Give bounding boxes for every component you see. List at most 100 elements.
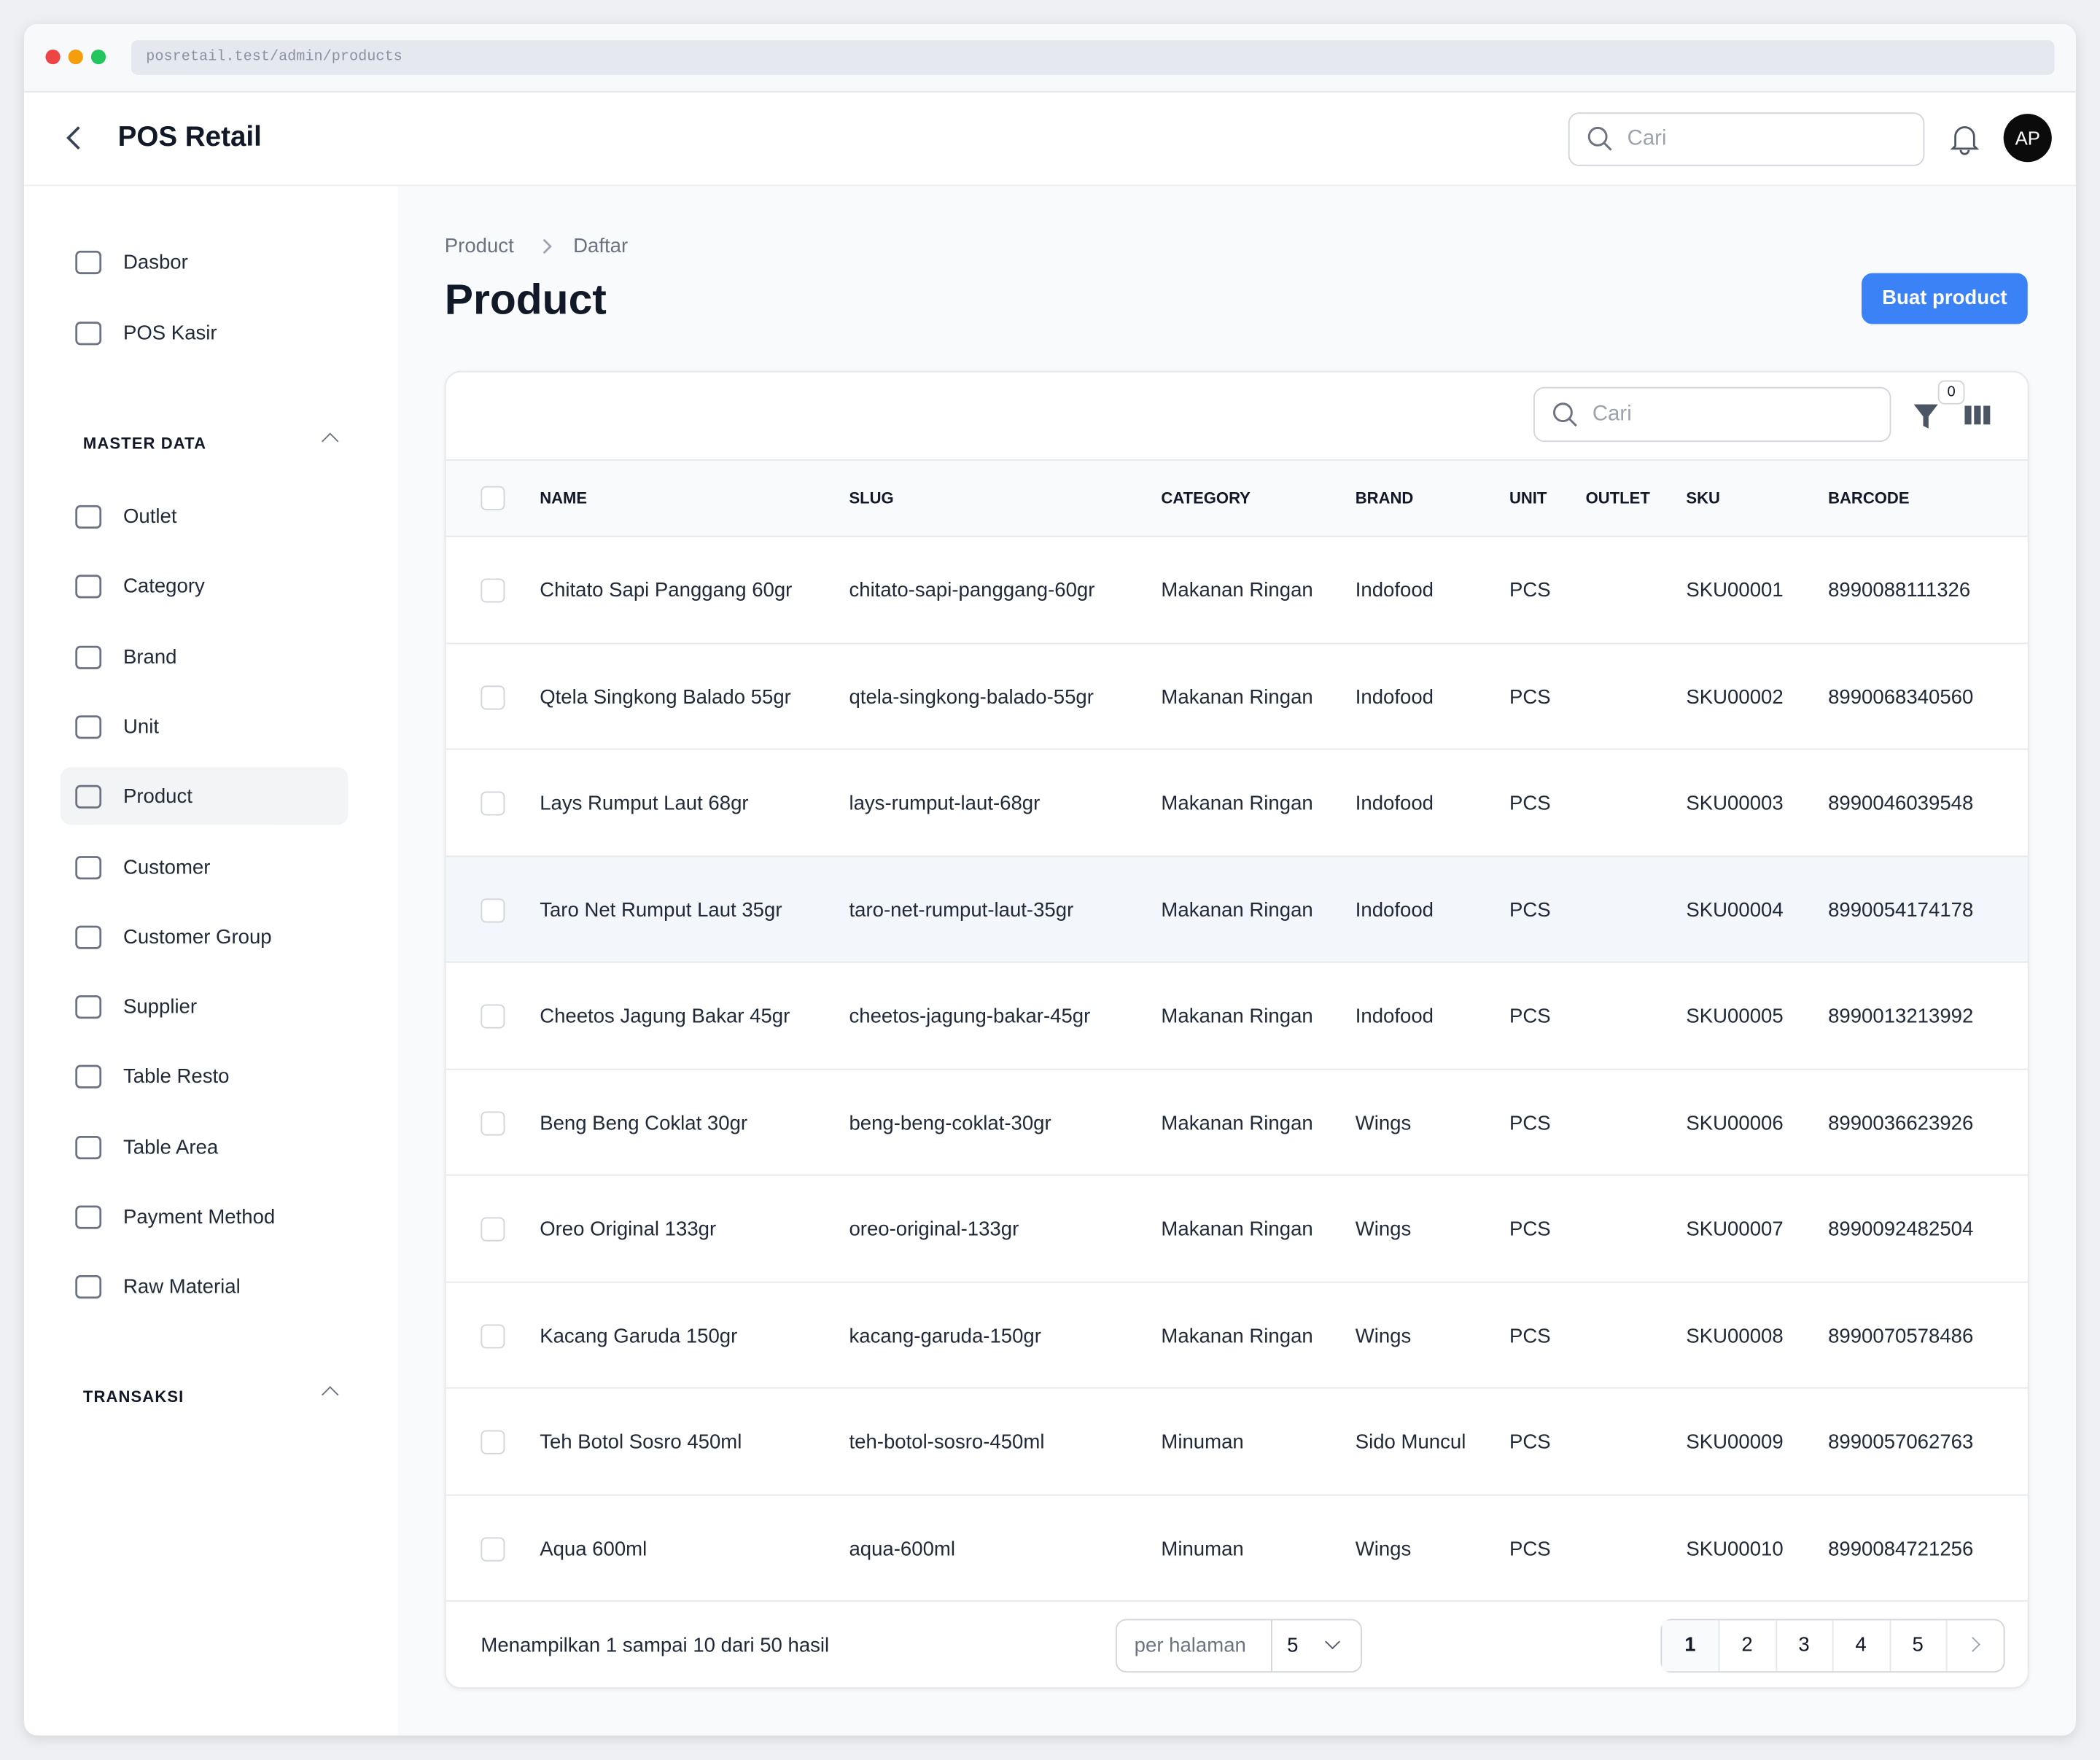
cell: aqua-600ml	[849, 1537, 955, 1560]
global-search[interactable]	[1568, 112, 1925, 166]
row-checkbox[interactable]	[481, 1110, 505, 1135]
page-button[interactable]: 5	[1890, 1620, 1948, 1672]
table-row[interactable]	[446, 1282, 2028, 1389]
column-header[interactable]: CATEGORY	[1161, 488, 1251, 508]
nav-item[interactable]: Outlet	[122, 505, 177, 529]
nav-item[interactable]: Dasbor	[122, 251, 188, 274]
cell: qtela-singkong-balado-55gr	[849, 685, 1094, 709]
cell: Beng Beng Coklat 30gr	[540, 1111, 748, 1134]
search-placeholder: Cari	[1627, 127, 1667, 150]
cell: 8990068340560	[1828, 685, 1974, 709]
cell: kacang-garuda-150gr	[849, 1324, 1041, 1347]
page-button[interactable]: 1	[1662, 1620, 1720, 1672]
header-checkbox[interactable]	[481, 486, 505, 510]
cell: SKU00003	[1686, 792, 1784, 815]
table-search[interactable]	[1533, 386, 1891, 443]
row-checkbox[interactable]	[481, 1536, 505, 1561]
column-header[interactable]: OUTLET	[1585, 488, 1650, 508]
cell: Makanan Ringan	[1161, 685, 1313, 709]
cell: SKU00010	[1686, 1537, 1784, 1560]
cell: Makanan Ringan	[1161, 898, 1313, 922]
table-row[interactable]	[446, 643, 2028, 750]
per-page-value: 5	[1287, 1634, 1299, 1657]
column-header[interactable]: BARCODE	[1828, 488, 1910, 508]
row-checkbox[interactable]	[481, 1430, 505, 1455]
collapse-icon[interactable]	[322, 432, 339, 450]
nav-item[interactable]: Product	[122, 785, 192, 809]
breadcrumb: Daftar	[573, 235, 629, 258]
column-header[interactable]: UNIT	[1509, 488, 1547, 508]
breadcrumb[interactable]: Product	[444, 235, 514, 258]
nav-item[interactable]: Payment Method	[122, 1205, 276, 1229]
cell: oreo-original-133gr	[849, 1218, 1019, 1241]
row-checkbox[interactable]	[481, 897, 505, 922]
nav-icon	[75, 1065, 102, 1089]
cell: SKU00006	[1686, 1111, 1784, 1134]
cell: cheetos-jagung-bakar-45gr	[849, 1005, 1091, 1028]
table-row[interactable]	[446, 1495, 2028, 1602]
bell-icon[interactable]	[1950, 123, 1980, 155]
url-bar[interactable]	[131, 40, 2055, 75]
collapse-icon[interactable]	[322, 1386, 339, 1403]
nav-icon	[75, 250, 102, 275]
cell: 8990013213992	[1828, 1005, 1974, 1028]
nav-group-title[interactable]: MASTER DATA	[82, 434, 207, 453]
cell: SKU00005	[1686, 1005, 1784, 1028]
toolbar-icons[interactable]	[1911, 389, 2005, 442]
max-dot[interactable]	[90, 49, 106, 65]
page-button[interactable]: 2	[1719, 1620, 1777, 1672]
table-row[interactable]	[446, 962, 2028, 1070]
cell: PCS	[1509, 1430, 1551, 1454]
page-button[interactable]: 4	[1833, 1620, 1891, 1672]
per-page[interactable]	[1115, 1619, 1362, 1673]
cell: beng-beng-coklat-30gr	[849, 1111, 1051, 1134]
cell: PCS	[1509, 1218, 1551, 1241]
cell: PCS	[1509, 1324, 1551, 1347]
row-checkbox[interactable]	[481, 1004, 505, 1029]
avatar[interactable]: AP	[2003, 114, 2052, 163]
table-row[interactable]	[446, 1388, 2028, 1495]
create-button[interactable]: Buat product	[1862, 273, 2028, 324]
nav-item[interactable]: POS Kasir	[122, 321, 217, 345]
cell: PCS	[1509, 579, 1551, 602]
table-row[interactable]	[446, 856, 2028, 963]
column-header[interactable]: SKU	[1686, 488, 1720, 508]
row-checkbox[interactable]	[481, 1217, 505, 1242]
row-checkbox[interactable]	[481, 685, 505, 709]
nav-item[interactable]: Brand	[122, 645, 177, 669]
close-dot[interactable]	[45, 49, 61, 65]
cell: Minuman	[1161, 1430, 1244, 1454]
nav-item[interactable]: Customer	[122, 855, 211, 879]
nav-item[interactable]: Table Area	[122, 1135, 219, 1159]
nav-item[interactable]: Raw Material	[122, 1276, 241, 1299]
table-row[interactable]	[446, 1175, 2028, 1282]
back-icon[interactable]	[64, 125, 85, 152]
cell: 8990070578486	[1828, 1324, 1974, 1347]
row-checkbox[interactable]	[481, 791, 505, 816]
nav-item[interactable]: Unit	[122, 715, 159, 739]
cell: Oreo Original 133gr	[540, 1218, 717, 1241]
nav-item[interactable]: Customer Group	[122, 925, 272, 949]
nav-item[interactable]: Table Resto	[122, 1065, 230, 1089]
search-icon	[1553, 402, 1577, 427]
column-header[interactable]: NAME	[540, 488, 588, 508]
column-header[interactable]: BRAND	[1355, 488, 1414, 508]
cell: 8990088111326	[1828, 579, 1971, 602]
row-checkbox[interactable]	[481, 578, 505, 603]
cell: SKU00009	[1686, 1430, 1784, 1454]
cell: lays-rumput-laut-68gr	[849, 792, 1041, 815]
nav-icon	[75, 321, 102, 345]
nav-item[interactable]: Supplier	[122, 995, 198, 1019]
browser-window: posretail.test/admin/products POS Retail…	[24, 24, 2076, 1736]
column-header[interactable]: SLUG	[849, 488, 894, 508]
nav-item[interactable]: Category	[122, 575, 205, 599]
table-row[interactable]	[446, 537, 2028, 644]
page-button[interactable]: 3	[1776, 1620, 1834, 1672]
table-row[interactable]	[446, 749, 2028, 857]
min-dot[interactable]	[68, 49, 83, 65]
nav-icon	[75, 1275, 102, 1299]
row-checkbox[interactable]	[481, 1323, 505, 1348]
nav-group-title[interactable]: TRANSAKSI	[82, 1387, 184, 1406]
table-row[interactable]	[446, 1069, 2028, 1176]
